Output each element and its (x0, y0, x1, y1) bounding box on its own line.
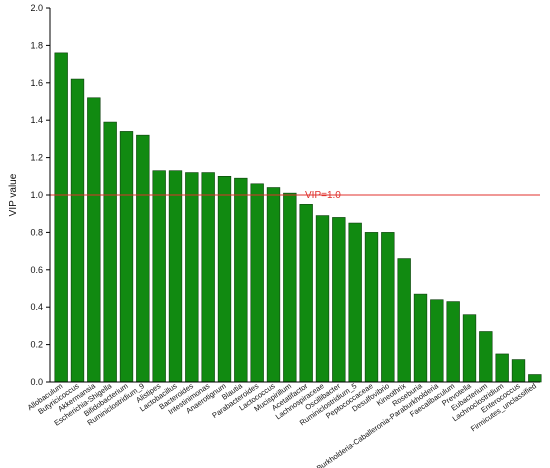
bar (479, 331, 493, 383)
bar (266, 187, 281, 383)
bar (446, 301, 460, 383)
bar (381, 232, 395, 383)
bar (430, 299, 444, 383)
bar (283, 192, 297, 383)
bar (495, 353, 509, 383)
bar (152, 170, 166, 383)
bar (413, 293, 428, 383)
bar (136, 134, 150, 383)
bar (299, 204, 313, 383)
y-axis-label: VIP value (8, 173, 19, 216)
y-tick-label: 1.6 (30, 78, 43, 88)
bar (397, 258, 411, 383)
y-tick-label: 1.4 (30, 115, 43, 125)
y-tick-label: 0.6 (30, 265, 43, 275)
bar (201, 172, 215, 383)
reference-line-label: VIP=1.0 (305, 190, 341, 201)
x-axis-labels: AllobaculumButyricicoccusAkkermansiaEsch… (26, 381, 538, 468)
bar (528, 374, 542, 383)
y-tick-label: 2.0 (30, 3, 43, 13)
y-tick-label: 1.0 (30, 190, 43, 200)
bar (54, 52, 68, 383)
y-tick-label: 0.4 (30, 302, 43, 312)
bar (315, 215, 330, 383)
y-tick-label: 1.8 (30, 40, 43, 50)
bar (103, 121, 117, 383)
y-tick-label: 0.0 (30, 377, 43, 387)
y-tick-label: 0.2 (30, 340, 43, 350)
bars (54, 52, 542, 383)
bar (87, 97, 101, 383)
bar (364, 232, 379, 383)
reference-line-group: VIP=1.0 (50, 190, 540, 201)
y-axis: 0.0 0.2 0.4 0.6 0.8 1.0 1.2 1.4 1.6 1.8 2.0 (30, 3, 50, 387)
bar (234, 177, 248, 383)
bar (511, 359, 526, 383)
bar (185, 172, 199, 383)
bar (332, 217, 346, 383)
bar (348, 222, 362, 383)
bar (70, 78, 85, 383)
bar (217, 176, 232, 383)
bar (168, 170, 183, 383)
y-tick-label: 1.2 (30, 153, 43, 163)
bar (462, 314, 477, 383)
y-tick-label: 0.8 (30, 227, 43, 237)
bar (250, 183, 264, 383)
bar (119, 131, 134, 383)
